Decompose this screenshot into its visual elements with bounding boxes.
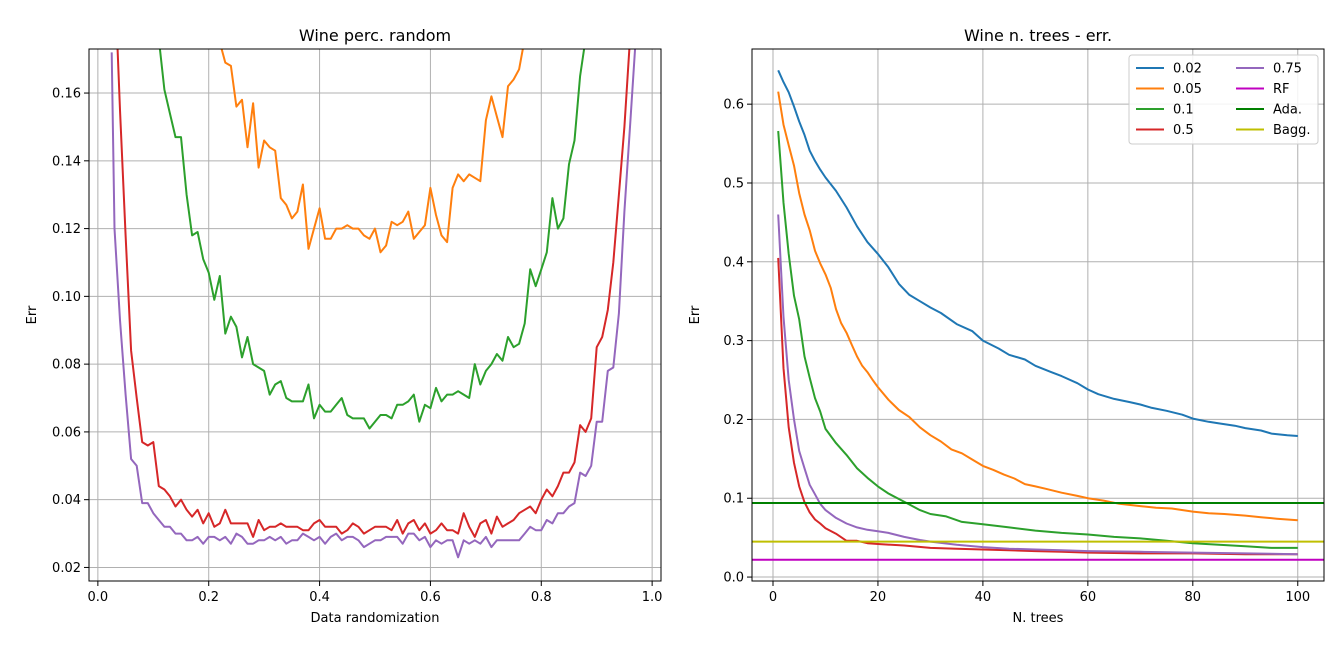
plot-frame	[88, 48, 662, 582]
chart-title: Wine perc. random	[299, 26, 451, 45]
y-tick-label: 0.16	[52, 87, 81, 102]
legend-label: 0.1	[1173, 103, 1194, 118]
series-layer	[752, 69, 1324, 561]
y-axis-label: Err	[25, 305, 40, 324]
legend: 0.02 0.05 0.1 0.5 0.75 RF Ada. Bagg.	[1128, 54, 1319, 145]
x-tick-label: 40	[975, 590, 992, 605]
chart-wine-perc-random: 0.0 0.2 0.4 0.6 0.8 1.0 0.02 0.04 0.06 0.08 0.10 0.…	[25, 26, 662, 626]
series-line-0-75	[777, 214, 1298, 556]
x-tick-label: 100	[1285, 590, 1310, 605]
grid	[89, 49, 661, 581]
ticks: 0.0 0.2 0.4 0.6 0.8 1.0 0.02 0.04 0.06 0.08 0.10 0.…	[52, 87, 662, 605]
x-tick-label: 0	[769, 590, 777, 605]
legend-label: Ada.	[1273, 103, 1302, 118]
x-tick-label: 20	[870, 590, 887, 605]
series-layer	[110, 49, 637, 559]
y-tick-label: 0.0	[723, 571, 744, 586]
y-tick-label: 0.5	[723, 176, 744, 191]
series-line-0-05	[777, 91, 1298, 522]
chart-title: Wine n. trees - err.	[964, 26, 1112, 45]
y-tick-label: 0.10	[52, 290, 81, 305]
x-tick-label: 0.2	[198, 590, 219, 605]
series-line-0-1	[777, 130, 1298, 549]
series-line	[116, 49, 631, 538]
series-line	[158, 49, 586, 430]
legend-label: 0.75	[1273, 62, 1302, 77]
x-axis-label: Data randomization	[311, 611, 440, 626]
y-tick-label: 0.3	[723, 334, 744, 349]
x-tick-label: 0.8	[531, 590, 552, 605]
grid	[752, 49, 1324, 581]
series-line	[110, 49, 637, 559]
legend-label: 0.05	[1173, 82, 1202, 97]
x-tick-label: 60	[1080, 590, 1097, 605]
legend-label: 0.02	[1173, 62, 1202, 77]
y-tick-label: 0.2	[723, 413, 744, 428]
x-tick-label: 0.4	[309, 590, 330, 605]
series-line-0-5	[777, 257, 1298, 556]
y-tick-label: 0.06	[52, 425, 81, 440]
y-tick-label: 0.6	[723, 98, 744, 113]
ticks: 0 20 40 60 80 100 0.0 0.1 0.2 0.3 0.4 0.5 0.6	[723, 98, 1310, 605]
legend-label: Bagg.	[1273, 123, 1311, 138]
legend-box	[1128, 54, 1319, 145]
x-tick-label: 1.0	[642, 590, 663, 605]
legend-label: RF	[1273, 82, 1290, 97]
y-tick-label: 0.02	[52, 561, 81, 576]
x-tick-label: 0.0	[88, 590, 109, 605]
x-axis-label: N. trees	[1013, 611, 1064, 626]
y-tick-label: 0.14	[52, 154, 81, 169]
chart-wine-n-trees-err: 0 20 40 60 80 100 0.0 0.1 0.2 0.3 0.4 0.5 0.6 Wine n…	[688, 26, 1325, 626]
series-line	[220, 49, 524, 254]
series-line-0-02	[777, 69, 1298, 437]
y-tick-label: 0.04	[52, 493, 81, 508]
y-tick-label: 0.12	[52, 222, 81, 237]
y-tick-label: 0.08	[52, 358, 81, 373]
legend-label: 0.5	[1173, 123, 1194, 138]
y-tick-label: 0.4	[723, 255, 744, 270]
x-tick-label: 0.6	[420, 590, 441, 605]
x-tick-label: 80	[1185, 590, 1202, 605]
y-tick-label: 0.1	[723, 492, 744, 507]
plot-frame	[751, 48, 1325, 582]
y-axis-label: Err	[688, 305, 703, 324]
